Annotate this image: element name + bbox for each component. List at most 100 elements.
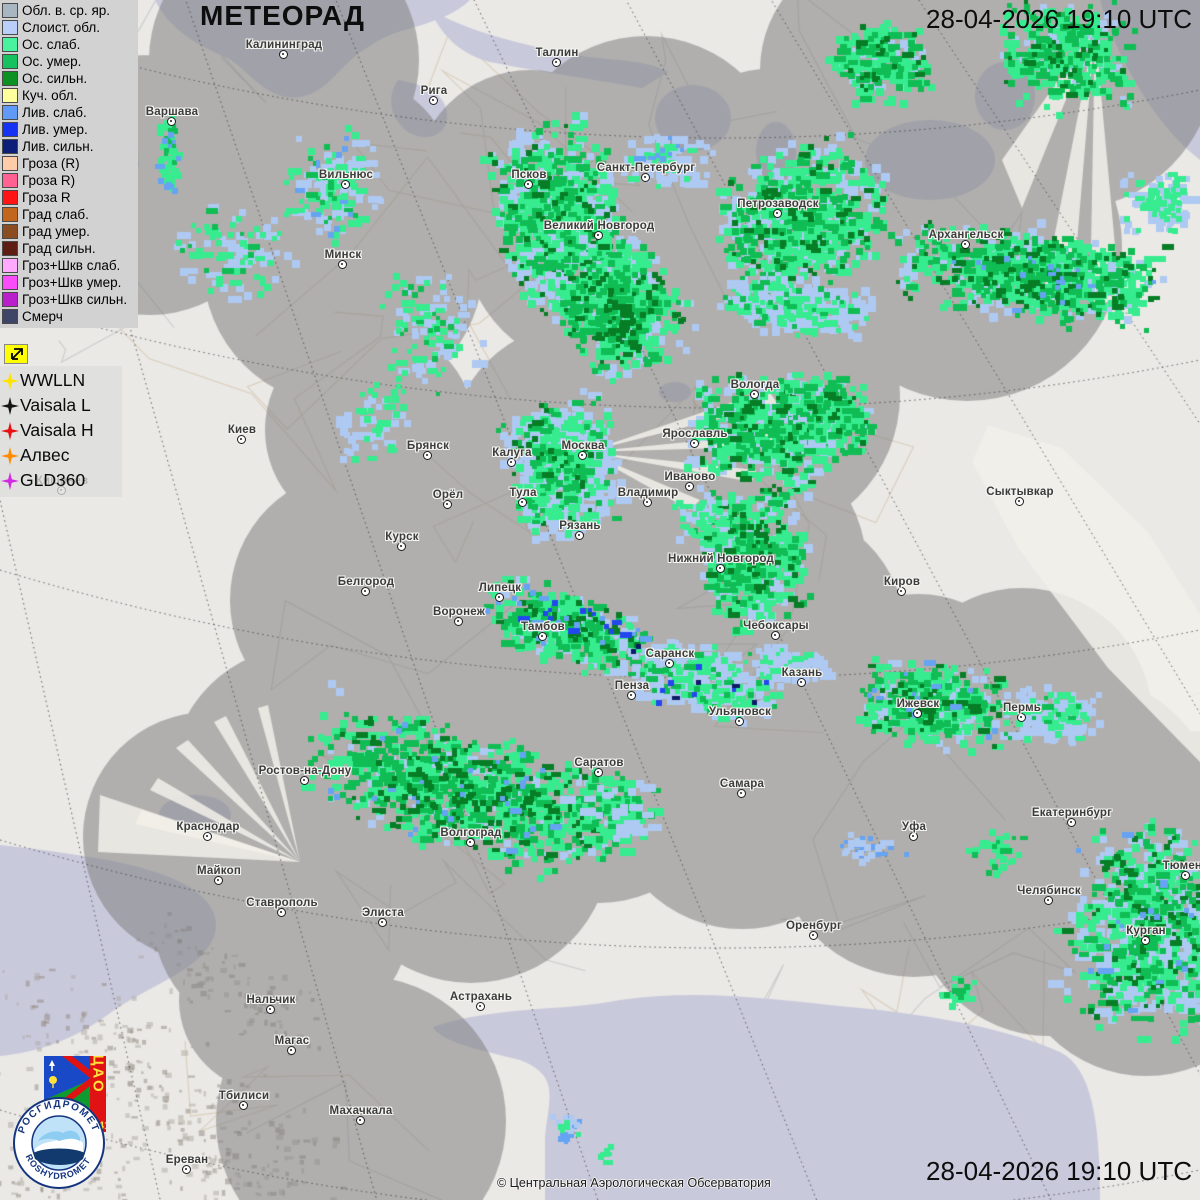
legend-item: Ос. сильн. [2,70,138,87]
city-label: Пенза [614,680,650,692]
legend-color-swatch [2,122,18,137]
city-dot-icon [429,96,438,105]
city-label: Вологда [730,379,780,391]
city-label: Вильнюс [318,169,374,181]
city-dot-icon [716,564,725,573]
city-label: Тбилиси [218,1090,270,1102]
legend-item-label: Обл. в. ср. яр. [22,3,111,18]
city-dot-icon [378,918,387,927]
city-label: Волгоград [440,827,502,839]
legend-item: Град слаб. [2,206,138,223]
legend-item: Лив. умер. [2,121,138,138]
lightning-cross-icon [1,371,19,390]
city-label: Санкт-Петербург [596,162,696,174]
legend-color-swatch [2,224,18,239]
legend-color-swatch [2,207,18,222]
city-dot-icon [909,832,918,841]
city-dot-icon [443,500,452,509]
city-label: Брянск [406,440,450,452]
city-label: Оренбург [786,920,842,932]
city-dot-icon [237,435,246,444]
city-dot-icon [300,776,309,785]
legend-color-swatch [2,173,18,188]
city-label: Нижний Новгород [667,553,775,565]
city-dot-icon [773,209,782,218]
city-dot-icon [239,1101,248,1110]
city-dot-icon [466,838,475,847]
city-label: Липецк [478,582,522,594]
legend-color-swatch [2,241,18,256]
legend-item: Лив. слаб. [2,104,138,121]
legend-color-swatch [2,37,18,52]
legend-item: Лив. сильн. [2,138,138,155]
legend-color-swatch [2,309,18,324]
city-label: Махачкала [329,1105,393,1117]
city-dot-icon [287,1046,296,1055]
city-label: Псков [511,169,547,181]
legend-item-label: Слоист. обл. [22,20,101,35]
city-label: Киров [883,576,921,588]
city-label: Саратов [574,757,624,769]
legend-color-swatch [2,275,18,290]
city-dot-icon [643,498,652,507]
city-label: Екатеринбург [1031,807,1113,819]
city-dot-icon [1067,818,1076,827]
legend-item: Гроза R) [2,172,138,189]
city-dot-icon [737,789,746,798]
legend-color-swatch [2,88,18,103]
lightning-cross-icon [1,446,19,465]
city-label: Калуга [492,447,532,459]
legend-item-label: Лив. слаб. [22,105,87,120]
city-label: Самара [719,778,765,790]
legend-item: Слоист. обл. [2,19,138,36]
legend-item: Гроз+Шкв сильн. [2,291,138,308]
legend-color-swatch [2,292,18,307]
city-label: Архангельск [928,229,1004,241]
lightning-source-item: GLD360 [0,468,122,493]
legend-item-label: Град умер. [22,224,90,239]
city-dot-icon [279,50,288,59]
city-dot-icon [1044,896,1053,905]
legend-color-swatch [2,3,18,18]
city-dot-icon [627,691,636,700]
legend-item: Град сильн. [2,240,138,257]
legend-item-label: Град сильн. [22,241,96,256]
legend-item-label: Ос. умер. [22,54,82,69]
legend-item: Обл. в. ср. яр. [2,2,138,19]
legend-item-label: Лив. умер. [22,122,88,137]
legend-item: Ос. слаб. [2,36,138,53]
city-label: Уфа [901,821,927,833]
lightning-source-item: Vaisala H [0,418,122,443]
city-label: Киев [227,424,257,436]
city-dot-icon [518,498,527,507]
legend-item-label: Гроза (R) [22,156,80,171]
city-label: Рига [420,85,448,97]
city-dot-icon [341,180,350,189]
city-label: Москва [561,440,605,452]
city-label: Таллин [535,47,579,59]
city-dot-icon [1015,497,1024,506]
lightning-cross-icon [1,396,19,415]
city-dot-icon [182,1165,191,1174]
legend-item-label: Смерч [22,309,63,324]
timestamp-top: 28-04-2026 19:10 UTC [926,4,1192,34]
city-dot-icon [167,117,176,126]
lightning-source-item: WWLLN [0,368,122,393]
legend-item: Град умер. [2,223,138,240]
city-label: Челябинск [1017,885,1081,897]
legend-item: Гроза (R) [2,155,138,172]
city-label: Ереван [165,1154,209,1166]
roshydromet-logo: РОСГИДРОМЕТ ROSHYDROMET [13,1097,105,1189]
city-dot-icon [552,58,561,67]
city-label: Нальчик [246,994,296,1006]
city-dot-icon [913,709,922,718]
city-label: Тула [509,487,537,499]
legend-item-label: Ос. слаб. [22,37,81,52]
city-label: Ульяновск [708,706,772,718]
city-dot-icon [641,173,650,182]
legend-item-label: Гроз+Шкв сильн. [22,292,128,307]
lightning-source-label: Vaisala H [20,420,94,440]
city-label: Магас [274,1035,310,1047]
legend-item: Гроза R [2,189,138,206]
